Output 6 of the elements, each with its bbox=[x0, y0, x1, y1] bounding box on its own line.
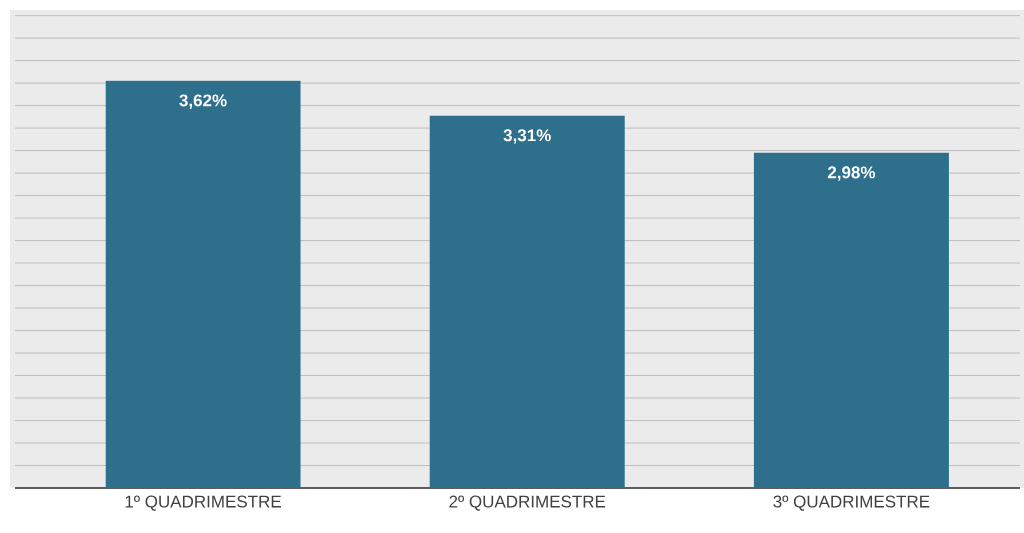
data-label: 2,98% bbox=[827, 166, 876, 181]
x-tick-label: 1º QUADRIMESTRE bbox=[125, 495, 281, 511]
data-label: 3,31% bbox=[503, 129, 551, 144]
x-tick-label: 2º QUADRIMESTRE bbox=[449, 495, 606, 511]
data-label: 3,62% bbox=[179, 94, 227, 109]
x-tick-label: 3º QUADRIMESTRE bbox=[773, 495, 930, 511]
